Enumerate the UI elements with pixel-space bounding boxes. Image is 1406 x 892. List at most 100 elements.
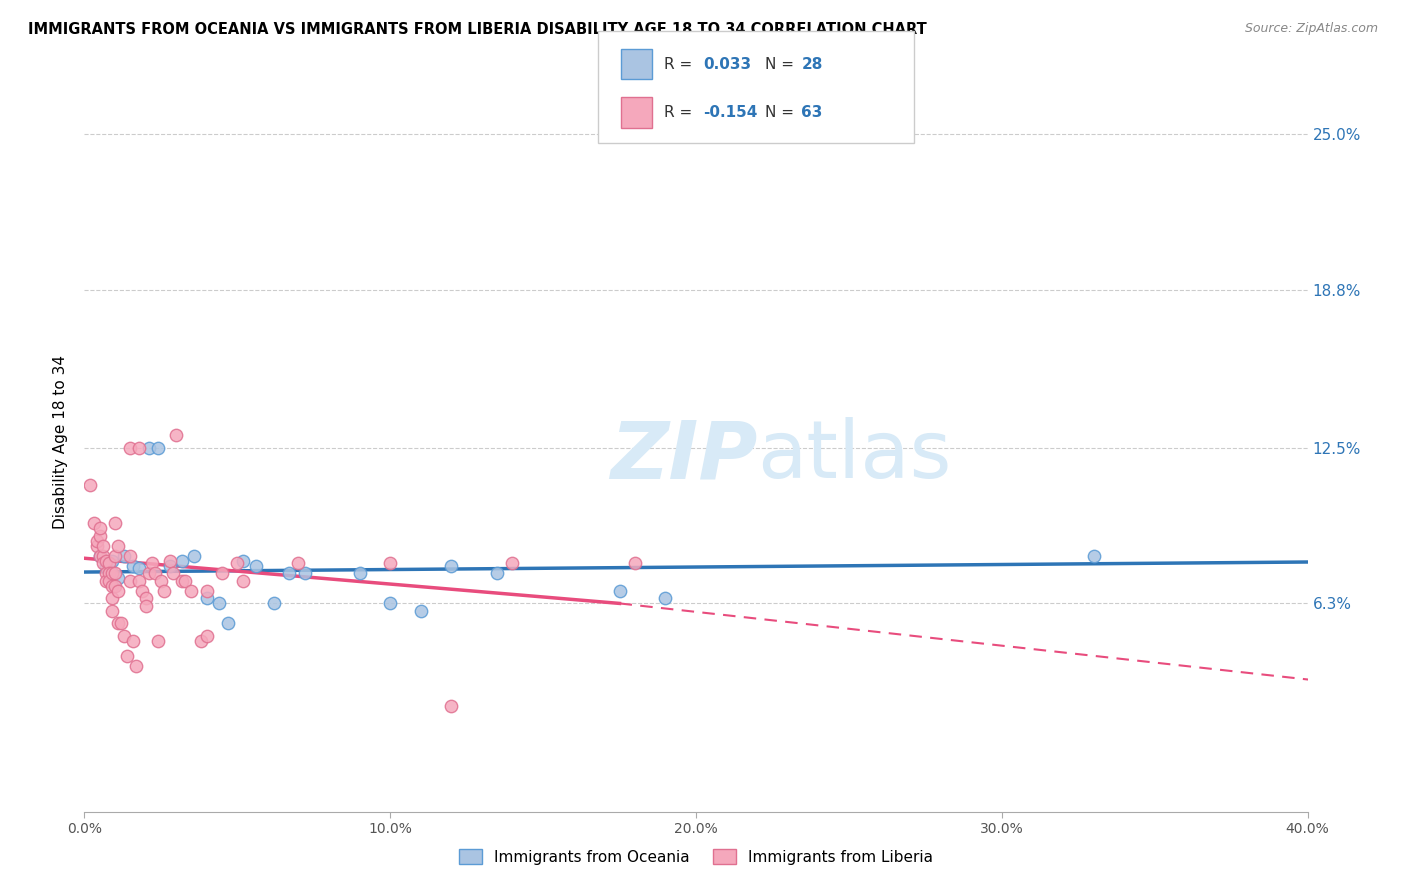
Point — [107, 539, 129, 553]
Text: 63: 63 — [801, 105, 823, 120]
Point — [97, 556, 120, 570]
Point — [89, 549, 111, 563]
Point — [83, 516, 105, 530]
Point — [208, 596, 231, 610]
Point — [162, 566, 184, 581]
Point — [159, 554, 181, 568]
Point — [138, 441, 160, 455]
Point — [440, 558, 463, 573]
Point — [122, 558, 145, 573]
Point — [101, 579, 124, 593]
Point — [609, 583, 631, 598]
Point — [263, 596, 285, 610]
Point — [502, 556, 524, 570]
Point — [135, 591, 157, 606]
Point — [86, 539, 108, 553]
Point — [79, 478, 101, 492]
Text: ZIP: ZIP — [610, 417, 758, 495]
Point — [195, 583, 218, 598]
Text: Source: ZipAtlas.com: Source: ZipAtlas.com — [1244, 22, 1378, 36]
Point — [104, 516, 127, 530]
Text: R =: R = — [664, 57, 697, 71]
Point — [138, 566, 160, 581]
Point — [128, 561, 150, 575]
Point — [94, 554, 117, 568]
Point — [1083, 549, 1105, 563]
Point — [380, 556, 402, 570]
Point — [165, 428, 187, 442]
Point — [97, 566, 120, 581]
Point — [294, 566, 316, 581]
Text: atlas: atlas — [758, 417, 952, 495]
Point — [486, 566, 509, 581]
Point — [112, 629, 135, 643]
Text: 0.033: 0.033 — [703, 57, 751, 71]
Text: N =: N = — [765, 57, 799, 71]
Point — [101, 591, 124, 606]
Point — [101, 604, 124, 618]
Point — [141, 556, 163, 570]
Point — [380, 596, 402, 610]
Point — [211, 566, 233, 581]
Point — [149, 574, 172, 588]
Point — [174, 574, 197, 588]
Point — [94, 558, 117, 573]
Point — [107, 571, 129, 585]
Point — [120, 574, 142, 588]
Text: IMMIGRANTS FROM OCEANIA VS IMMIGRANTS FROM LIBERIA DISABILITY AGE 18 TO 34 CORRE: IMMIGRANTS FROM OCEANIA VS IMMIGRANTS FR… — [28, 22, 927, 37]
Point — [128, 441, 150, 455]
Point — [110, 616, 132, 631]
Point — [409, 604, 432, 618]
Point — [89, 529, 111, 543]
Point — [654, 591, 676, 606]
Point — [91, 556, 114, 570]
Point — [135, 599, 157, 613]
Point — [104, 579, 127, 593]
Point — [104, 549, 127, 563]
Point — [120, 441, 142, 455]
Point — [143, 566, 166, 581]
Legend: Immigrants from Oceania, Immigrants from Liberia: Immigrants from Oceania, Immigrants from… — [453, 843, 939, 871]
Point — [131, 583, 153, 598]
Y-axis label: Disability Age 18 to 34: Disability Age 18 to 34 — [53, 354, 69, 529]
Point — [153, 583, 176, 598]
Point — [104, 566, 127, 581]
Point — [146, 634, 169, 648]
Point — [115, 649, 138, 664]
Point — [245, 558, 267, 573]
Point — [232, 554, 254, 568]
Point — [94, 574, 117, 588]
Point — [217, 616, 239, 631]
Point — [146, 441, 169, 455]
Point — [91, 539, 114, 553]
Point — [101, 566, 124, 581]
Text: N =: N = — [765, 105, 799, 120]
Point — [128, 574, 150, 588]
Point — [89, 549, 111, 563]
Point — [232, 574, 254, 588]
Text: R =: R = — [664, 105, 697, 120]
Point — [349, 566, 371, 581]
Point — [195, 629, 218, 643]
Point — [172, 574, 194, 588]
Point — [120, 549, 142, 563]
Point — [101, 554, 124, 568]
Point — [172, 554, 194, 568]
Point — [440, 699, 463, 714]
Point — [180, 583, 202, 598]
Point — [89, 521, 111, 535]
Text: 28: 28 — [801, 57, 823, 71]
Point — [122, 634, 145, 648]
Point — [91, 549, 114, 563]
Point — [125, 659, 148, 673]
Point — [195, 591, 218, 606]
Point — [624, 556, 647, 570]
Point — [94, 566, 117, 581]
Point — [159, 558, 181, 573]
Point — [112, 549, 135, 563]
Point — [86, 533, 108, 548]
Point — [287, 556, 309, 570]
Point — [97, 574, 120, 588]
Text: -0.154: -0.154 — [703, 105, 758, 120]
Point — [107, 583, 129, 598]
